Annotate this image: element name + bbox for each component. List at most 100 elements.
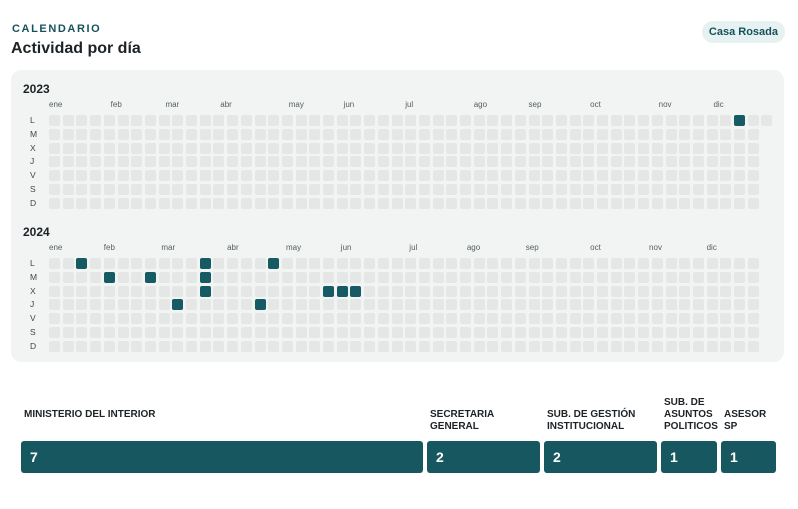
activity-cell[interactable]	[62, 285, 74, 297]
activity-cell[interactable]	[679, 327, 691, 338]
activity-cell[interactable]	[418, 313, 430, 325]
activity-cell[interactable]	[473, 142, 485, 154]
activity-cell[interactable]	[117, 313, 129, 325]
activity-cell[interactable]	[186, 313, 197, 325]
activity-cell[interactable]	[651, 258, 663, 269]
activity-cell[interactable]	[199, 184, 211, 195]
activity-cell[interactable]	[405, 142, 417, 154]
activity-cell[interactable]	[734, 128, 745, 140]
activity-cell[interactable]	[364, 327, 376, 338]
activity-cell[interactable]	[240, 184, 252, 195]
activity-cell[interactable]	[49, 299, 60, 311]
activity-cell[interactable]	[487, 285, 499, 297]
activity-cell[interactable]	[350, 197, 362, 209]
activity-cell[interactable]	[240, 340, 252, 352]
activity-cell[interactable]	[144, 340, 156, 352]
activity-cell[interactable]	[542, 197, 554, 209]
activity-cell[interactable]	[624, 128, 636, 140]
activity-cell[interactable]	[213, 285, 225, 297]
activity-cell[interactable]	[487, 327, 499, 338]
activity-cell[interactable]	[391, 197, 403, 209]
activity-cell[interactable]	[158, 142, 170, 154]
activity-cell[interactable]	[172, 197, 184, 209]
activity-cell[interactable]	[144, 128, 156, 140]
activity-cell[interactable]	[569, 340, 581, 352]
activity-cell[interactable]	[514, 142, 526, 154]
activity-cell[interactable]	[446, 327, 458, 338]
activity-cell[interactable]	[144, 327, 156, 338]
activity-cell[interactable]	[528, 285, 540, 297]
activity-cell[interactable]	[460, 285, 471, 297]
activity-cell[interactable]	[460, 299, 471, 311]
activity-cell[interactable]	[199, 197, 211, 209]
activity-cell[interactable]	[583, 156, 595, 168]
activity-cell[interactable]	[460, 327, 471, 338]
activity-cell[interactable]	[309, 170, 321, 182]
activity-cell[interactable]	[692, 156, 704, 168]
activity-cell[interactable]	[281, 327, 293, 338]
activity-cell[interactable]	[418, 156, 430, 168]
activity-cell[interactable]	[597, 313, 608, 325]
activity-cell[interactable]	[336, 115, 348, 126]
activity-cell[interactable]	[514, 313, 526, 325]
activity-cell[interactable]	[90, 285, 102, 297]
activity-cell[interactable]	[76, 142, 88, 154]
activity-cell[interactable]	[679, 313, 691, 325]
activity-cell[interactable]	[227, 156, 239, 168]
activity-cell[interactable]	[131, 340, 143, 352]
activity-cell[interactable]	[281, 271, 293, 283]
activity-cell[interactable]	[638, 184, 650, 195]
activity-cell[interactable]	[309, 271, 321, 283]
activity-cell[interactable]	[706, 299, 718, 311]
activity-cell[interactable]	[103, 327, 115, 338]
activity-cell[interactable]	[227, 142, 239, 154]
activity-cell[interactable]	[144, 313, 156, 325]
activity-cell[interactable]	[597, 285, 608, 297]
activity-cell[interactable]	[172, 184, 184, 195]
activity-cell[interactable]	[350, 299, 362, 311]
activity-cell[interactable]	[103, 170, 115, 182]
activity-cell[interactable]	[213, 313, 225, 325]
activity-cell[interactable]	[487, 313, 499, 325]
activity-cell[interactable]	[569, 115, 581, 126]
activity-cell-active[interactable]	[323, 285, 334, 297]
activity-cell[interactable]	[309, 313, 321, 325]
activity-cell[interactable]	[432, 299, 444, 311]
activity-cell[interactable]	[377, 128, 389, 140]
activity-cell[interactable]	[446, 313, 458, 325]
activity-cell[interactable]	[473, 258, 485, 269]
activity-cell[interactable]	[706, 271, 718, 283]
activity-cell[interactable]	[268, 170, 280, 182]
activity-cell[interactable]	[638, 285, 650, 297]
activity-cell[interactable]	[747, 271, 759, 283]
activity-cell[interactable]	[254, 340, 266, 352]
activity-cell[interactable]	[199, 299, 211, 311]
activity-cell[interactable]	[213, 170, 225, 182]
activity-cell[interactable]	[336, 156, 348, 168]
activity-cell[interactable]	[213, 327, 225, 338]
activity-cell[interactable]	[309, 299, 321, 311]
activity-cell[interactable]	[514, 299, 526, 311]
activity-cell[interactable]	[391, 285, 403, 297]
activity-cell[interactable]	[172, 327, 184, 338]
activity-cell[interactable]	[281, 197, 293, 209]
activity-cell[interactable]	[446, 156, 458, 168]
activity-cell[interactable]	[692, 142, 704, 154]
activity-cell[interactable]	[117, 128, 129, 140]
activity-cell[interactable]	[555, 271, 567, 283]
organization-count-bar[interactable]: 2	[427, 441, 540, 473]
activity-cell[interactable]	[103, 340, 115, 352]
activity-cell[interactable]	[418, 271, 430, 283]
activity-cell[interactable]	[295, 170, 307, 182]
activity-cell[interactable]	[610, 327, 622, 338]
activity-cell[interactable]	[446, 115, 458, 126]
activity-cell[interactable]	[364, 285, 376, 297]
activity-cell[interactable]	[651, 299, 663, 311]
activity-cell[interactable]	[514, 115, 526, 126]
activity-cell[interactable]	[610, 184, 622, 195]
activity-cell[interactable]	[227, 128, 239, 140]
activity-cell[interactable]	[391, 299, 403, 311]
activity-cell[interactable]	[227, 271, 239, 283]
activity-cell[interactable]	[446, 128, 458, 140]
activity-cell[interactable]	[49, 170, 60, 182]
